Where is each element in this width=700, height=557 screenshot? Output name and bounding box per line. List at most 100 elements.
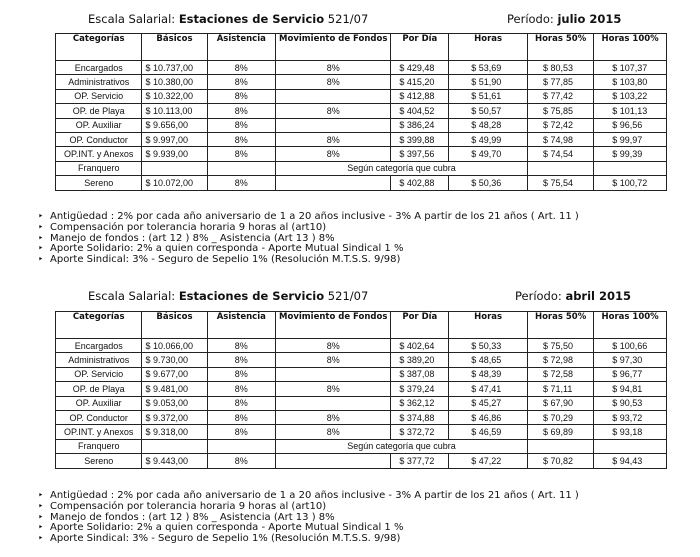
table-cell: $ 48,39 [448, 366, 528, 383]
table-row: OP. Conductor $ 9.997,00 8% 8% $ 399,88 $ 49,… [54, 131, 667, 148]
header-row: Categorías Básicos Asistencia Movimiento de… [54, 311, 667, 339]
table-cell: $ 47,41 [448, 381, 528, 397]
category-cell: OP. Servicio [54, 366, 143, 383]
table-cell: $ 49,99 [448, 131, 528, 148]
table-cell: $ 100,66 [593, 337, 667, 354]
note-item: Antigüedad : 2% por cada año aniversario… [38, 490, 579, 502]
category-cell: Franquero [54, 438, 143, 455]
table-cell: $ 74,54 [526, 146, 595, 162]
table-cell [526, 438, 595, 455]
table-cell [593, 160, 667, 177]
table-cell: $ 387,08 [390, 366, 450, 383]
table-row: OP. de Playa $ 9.481,00 8% 8% $ 379,24 $ 47,4… [54, 381, 667, 397]
table-cell: 8% [275, 131, 392, 148]
table-cell: $ 72,58 [526, 366, 595, 383]
table-cell: 8% [206, 59, 277, 76]
table-row: OP. Auxiliar $ 9.053,00 8% $ 362,12 $ 45,27 $… [54, 395, 667, 411]
column-header: Movimiento de Fondos [275, 33, 392, 61]
table-cell: $ 50,36 [448, 175, 528, 191]
table-cell: $ 362,12 [390, 395, 450, 411]
table-cell: $ 51,61 [448, 88, 528, 105]
table-row: OP. de Playa $ 10.113,00 8% 8% $ 404,52 $ 50,… [54, 103, 667, 119]
table-cell: $ 386,24 [390, 117, 450, 133]
table-cell [526, 160, 595, 177]
table-cell: $ 377,72 [390, 453, 450, 469]
column-header: Horas 50% [526, 311, 595, 339]
table-cell: $ 51,90 [448, 74, 528, 90]
table-cell: 8% [206, 131, 277, 148]
period-value: abril 2015 [565, 289, 631, 303]
column-header: Horas 50% [526, 33, 595, 61]
note-item: Compensación por tolerancia horaria 9 ho… [38, 222, 579, 234]
category-cell: OP. Auxiliar [54, 117, 143, 133]
column-header: Categorías [54, 311, 143, 339]
period-value: julio 2015 [557, 12, 622, 26]
table-cell: $ 50,33 [448, 337, 528, 354]
table-cell: $ 99,39 [593, 146, 667, 162]
note-item: Aporte Sindical: 3% - Seguro de Sepelio … [38, 533, 579, 545]
table-cell: $ 97,30 [593, 352, 667, 368]
section-title: Escala Salarial: Estaciones de Servicio … [88, 12, 368, 26]
table-cell: $ 93,18 [593, 424, 667, 440]
table-cell: 8% [275, 424, 392, 440]
table-cell: 8% [206, 88, 277, 105]
table-row: OP. Servicio $ 10.322,00 8% $ 412,88 $ 51,61… [54, 88, 667, 105]
category-cell: Sereno [54, 175, 143, 191]
column-header: Básicos [141, 33, 208, 61]
period-label: Período: [515, 289, 566, 303]
table-cell: 8% [206, 337, 277, 354]
table-cell: $ 10.072,00 [141, 175, 208, 191]
category-cell: Administrativos [54, 74, 143, 90]
table-row: OP.INT. y Anexos $ 9.318,00 8% 8% $ 372,72 $ … [54, 424, 667, 440]
table-cell [275, 88, 392, 105]
column-header: Asistencia [206, 311, 277, 339]
table-cell: $ 404,52 [390, 103, 450, 119]
period-label: Período: [507, 12, 558, 26]
note-item: Aporte Solidario: 2% a quien corresponda… [38, 244, 579, 255]
table-row: Encargados $ 10.066,00 8% 8% $ 402,64 $ 50,33… [54, 337, 667, 354]
notes-list: Antigüedad : 2% por cada año aniversario… [38, 490, 579, 545]
table-cell [593, 438, 667, 455]
table-cell: $ 70,29 [526, 409, 595, 426]
category-cell: Administrativos [54, 352, 143, 368]
note-item: Compensación por tolerancia horaria 9 ho… [38, 501, 579, 513]
table-cell [141, 160, 208, 177]
table-cell: 8% [275, 337, 392, 354]
category-cell: OP. Servicio [54, 88, 143, 105]
salary-table: Categorías Básicos Asistencia Movimiento de… [54, 33, 667, 191]
table-cell [275, 453, 392, 469]
table-cell [206, 160, 277, 177]
column-header: Categorías [54, 33, 143, 61]
note-item: Aporte Sindical: 3% - Seguro de Sepelio … [38, 254, 579, 266]
table-cell: $ 46,86 [448, 409, 528, 426]
table-cell: $ 397,56 [390, 146, 450, 162]
table-cell: $ 402,88 [390, 175, 450, 191]
note-item: Antigüedad : 2% por cada año aniversario… [38, 211, 579, 223]
column-header: Movimiento de Fondos [275, 311, 392, 339]
table-cell: $ 53,69 [448, 59, 528, 76]
title-bold: Estaciones de Servicio [178, 12, 325, 26]
title-suffix: 521/07 [324, 289, 369, 303]
table-cell: $ 93,72 [593, 409, 667, 426]
table-cell: $ 389,20 [390, 352, 450, 368]
table-cell: $ 429,48 [390, 59, 450, 76]
table-cell: $ 48,28 [448, 117, 528, 133]
table-row: Franquero Según categoría que cubra [54, 160, 667, 177]
table-row: Encargados $ 10.737,00 8% 8% $ 429,48 $ 53,69… [54, 59, 667, 76]
table-cell: 8% [275, 146, 392, 162]
table-cell: $ 9.053,00 [141, 395, 208, 411]
category-cell: OP. de Playa [54, 381, 143, 397]
table-cell: $ 94,43 [593, 453, 667, 469]
table-cell: 8% [206, 453, 277, 469]
franquero-note: Según categoría que cubra [275, 438, 528, 455]
table-cell: 8% [275, 74, 392, 90]
table-cell: $ 49,70 [448, 146, 528, 162]
category-cell: Encargados [54, 337, 143, 354]
table-cell: $ 47,22 [448, 453, 528, 469]
table-cell: $ 10.380,00 [141, 74, 208, 90]
note-item: Aporte Solidario: 2% a quien corresponda… [38, 523, 579, 534]
table-cell [141, 438, 208, 455]
table-cell: $ 10.113,00 [141, 103, 208, 119]
table-cell [275, 117, 392, 133]
column-header: Básicos [141, 311, 208, 339]
